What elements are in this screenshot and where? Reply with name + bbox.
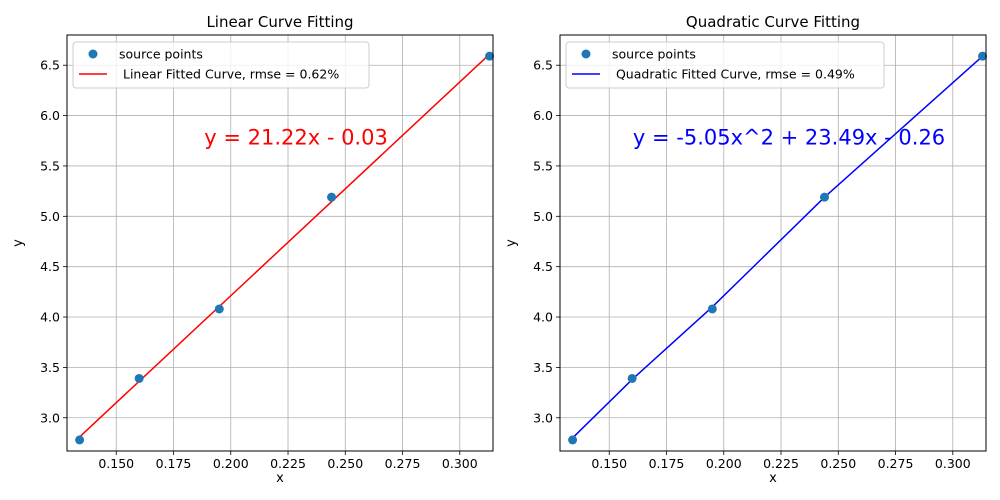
quadratic-axes-frame [559, 34, 987, 452]
linear-source-point [75, 435, 85, 445]
linear-x-axis-label: x [276, 471, 284, 486]
quadratic-y-tick-label: 4.5 [533, 259, 553, 274]
quadratic-y-tick-label: 6.0 [533, 108, 553, 123]
quadratic-chart: 0.150 0.175 0.200 0.225 0.250 0.275 0.300 3.0 3.… [504, 13, 988, 486]
linear-equation-annotation: y = 21.22x - 0.03 [204, 126, 388, 150]
quadratic-y-tick-label: 3.5 [533, 360, 553, 375]
linear-x-tick-label: 0.225 [270, 456, 306, 471]
linear-legend-label: source points [119, 47, 203, 62]
quadratic-legend-marker-points [581, 49, 591, 59]
quadratic-y-tick-label: 5.5 [533, 158, 553, 173]
quadratic-y-tick-label: 5.0 [533, 209, 553, 224]
linear-y-tick-label: 4.5 [40, 259, 60, 274]
linear-x-tick-label: 0.200 [213, 456, 249, 471]
linear-x-tick-label: 0.150 [98, 456, 134, 471]
quadratic-chart-title: Quadratic Curve Fitting [686, 13, 860, 31]
quadratic-y-axis-label: y [504, 239, 519, 247]
quadratic-x-tick-label: 0.300 [935, 456, 971, 471]
quadratic-x-axis-label: x [769, 471, 777, 486]
linear-axes-frame [66, 34, 494, 452]
quadratic-legend-box [565, 41, 885, 89]
linear-y-tick-label: 6.0 [40, 108, 60, 123]
quadratic-legend: source points Quadratic Fitted Curve, rm… [565, 41, 885, 89]
quadratic-equation-annotation: y = -5.05x^2 + 23.49x - 0.26 [633, 126, 945, 150]
quadratic-x-tick-label: 0.275 [878, 456, 914, 471]
quadratic-x-tick-label: 0.225 [763, 456, 799, 471]
linear-legend: source points Linear Fitted Curve, rmse … [72, 41, 370, 89]
linear-y-tick-label: 4.0 [40, 310, 60, 325]
linear-y-tick-label: 5.5 [40, 158, 60, 173]
linear-source-point [327, 192, 337, 202]
quadratic-x-tick-label: 0.250 [820, 456, 856, 471]
quadratic-x-tick-label: 0.150 [591, 456, 627, 471]
linear-legend-marker-points [88, 49, 98, 59]
quadratic-y-tick-label: 6.5 [533, 58, 553, 73]
linear-y-tick-label: 6.5 [40, 58, 60, 73]
quadratic-legend-label: source points [612, 47, 696, 62]
linear-x-tick-label: 0.275 [385, 456, 421, 471]
quadratic-x-tick-label: 0.175 [649, 456, 685, 471]
linear-chart: 0.150 0.175 0.200 0.225 0.250 0.275 0.300 3.0 3.… [11, 13, 495, 486]
linear-chart-title: Linear Curve Fitting [206, 13, 353, 31]
quadratic-source-point [568, 435, 578, 445]
quadratic-y-tick-label: 3.0 [533, 410, 553, 425]
quadratic-source-point [707, 304, 717, 314]
linear-x-tick-label: 0.300 [442, 456, 478, 471]
linear-y-tick-label: 5.0 [40, 209, 60, 224]
linear-legend-label: Linear Fitted Curve, rmse = 0.62% [119, 67, 339, 82]
linear-x-tick-label: 0.250 [327, 456, 363, 471]
linear-y-tick-label: 3.5 [40, 360, 60, 375]
linear-y-tick-label: 3.0 [40, 410, 60, 425]
linear-fitted-curve-line [79, 53, 491, 438]
linear-source-point [485, 51, 495, 61]
linear-legend-box [72, 41, 370, 89]
linear-source-point [214, 304, 224, 314]
linear-x-tick-label: 0.175 [156, 456, 192, 471]
quadratic-y-tick-label: 4.0 [533, 310, 553, 325]
quadratic-x-tick-label: 0.200 [706, 456, 742, 471]
linear-source-point [134, 373, 144, 383]
quadratic-source-point [627, 373, 637, 383]
linear-y-axis-label: y [11, 239, 26, 247]
quadratic-legend-label: Quadratic Fitted Curve, rmse = 0.49% [612, 67, 855, 82]
quadratic-source-point [978, 51, 988, 61]
quadratic-source-point [820, 192, 830, 202]
